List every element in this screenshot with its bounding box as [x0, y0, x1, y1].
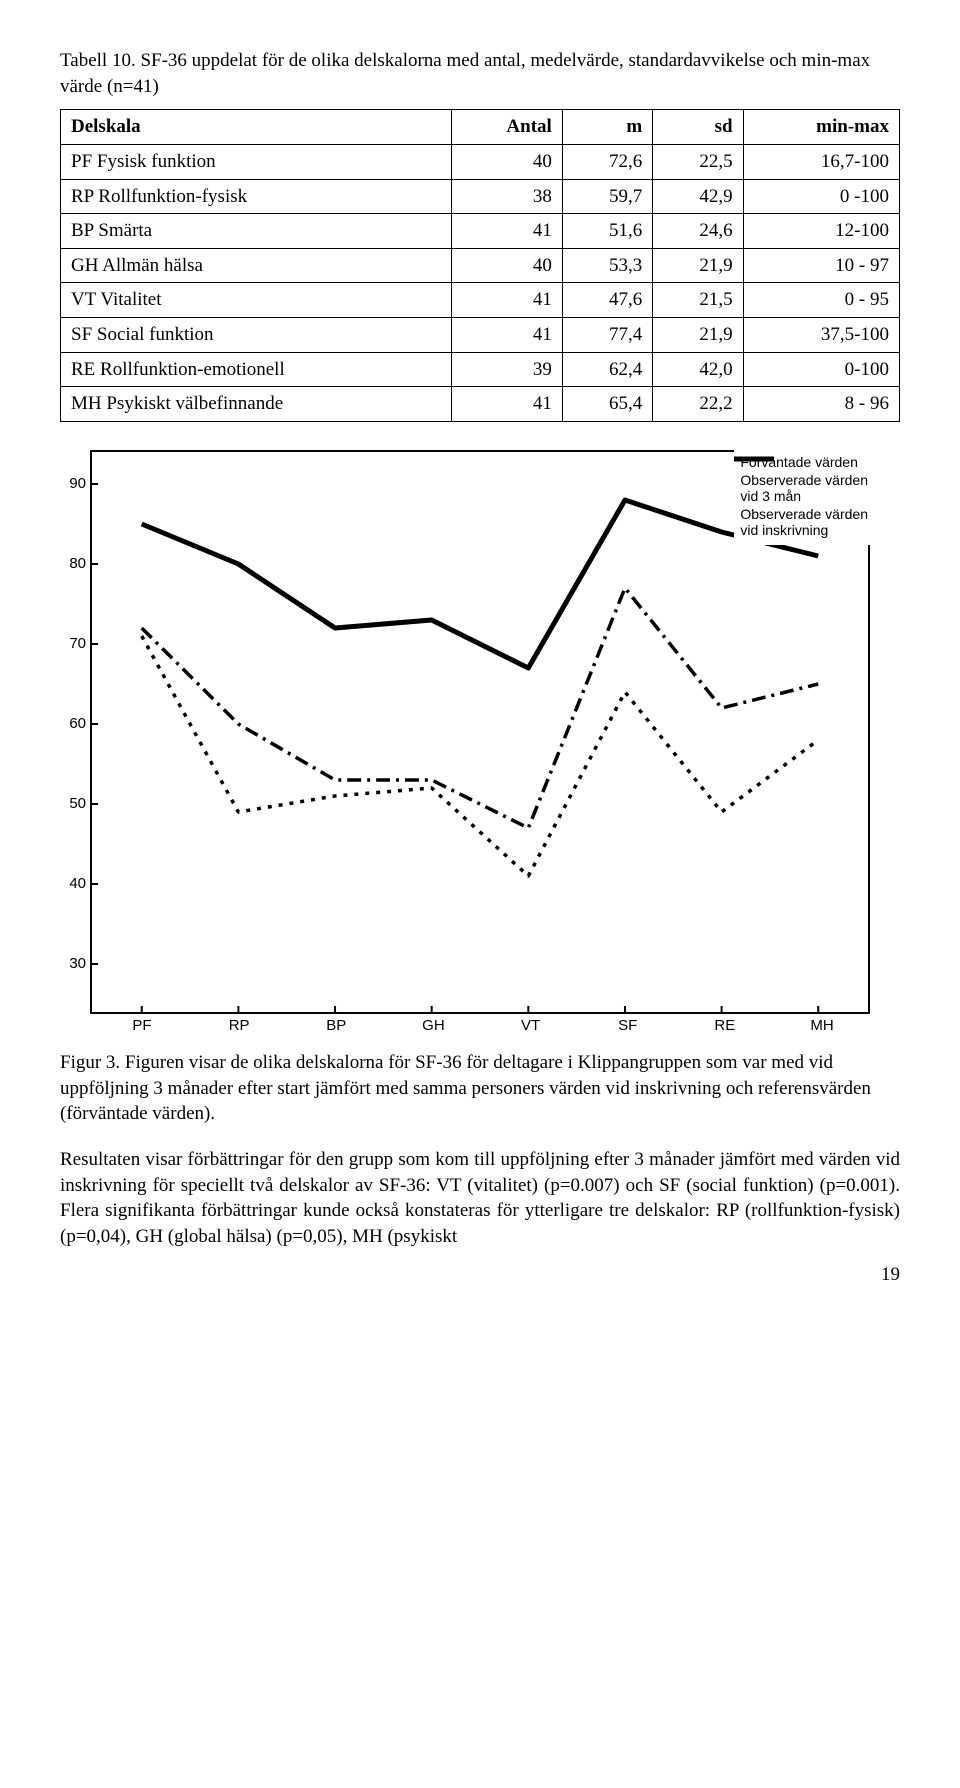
table-cell: 53,3 [562, 248, 652, 283]
y-tick-label: 70 [56, 634, 86, 654]
y-tick-label: 80 [56, 554, 86, 574]
table-cell: 40 [452, 144, 563, 179]
table-cell: 42,0 [653, 352, 743, 387]
x-tick-label: RP [229, 1016, 250, 1036]
chart-series-line [142, 500, 819, 668]
table-title: Tabell 10. SF-36 uppdelat för de olika d… [60, 48, 900, 99]
table-cell: 72,6 [562, 144, 652, 179]
chart-legend: Förväntade värdenObserverade värdenvid 3… [734, 450, 870, 544]
table-cell: 8 - 96 [743, 387, 899, 422]
table-row: MH Psykiskt välbefinnande4165,422,28 - 9… [61, 387, 900, 422]
table-cell: 41 [452, 318, 563, 353]
table-cell: 62,4 [562, 352, 652, 387]
body-paragraph: Resultaten visar förbättringar för den g… [60, 1147, 900, 1250]
table-row: VT Vitalitet4147,621,50 - 95 [61, 283, 900, 318]
x-tick-label: VT [521, 1016, 540, 1036]
table-cell: RP Rollfunktion-fysisk [61, 179, 452, 214]
chart-series-line [142, 588, 819, 828]
table-cell: 77,4 [562, 318, 652, 353]
col-antal: Antal [452, 110, 563, 145]
table-cell: 22,2 [653, 387, 743, 422]
table-cell: 40 [452, 248, 563, 283]
x-tick-label: MH [810, 1016, 833, 1036]
line-chart: Förväntade värdenObserverade värdenvid 3… [90, 450, 870, 1014]
table-cell: 65,4 [562, 387, 652, 422]
table-row: GH Allmän hälsa4053,321,910 - 97 [61, 248, 900, 283]
y-tick-label: 40 [56, 874, 86, 894]
legend-label: Observerade värdenvid 3 mån [740, 472, 868, 504]
table-row: PF Fysisk funktion4072,622,516,7-100 [61, 144, 900, 179]
table-cell: MH Psykiskt välbefinnande [61, 387, 452, 422]
table-cell: 16,7-100 [743, 144, 899, 179]
table-cell: 39 [452, 352, 563, 387]
x-tick-label: GH [422, 1016, 445, 1036]
table-cell: 41 [452, 214, 563, 249]
table-cell: RE Rollfunktion-emotionell [61, 352, 452, 387]
table-cell: SF Social funktion [61, 318, 452, 353]
legend-label: Observerade värdenvid inskrivning [740, 506, 868, 538]
table-cell: 59,7 [562, 179, 652, 214]
table-cell: 0 -100 [743, 179, 899, 214]
y-tick-label: 90 [56, 474, 86, 494]
col-m: m [562, 110, 652, 145]
col-minmax: min-max [743, 110, 899, 145]
table-cell: GH Allmän hälsa [61, 248, 452, 283]
table-cell: 21,9 [653, 248, 743, 283]
table-cell: 0 - 95 [743, 283, 899, 318]
table-cell: 38 [452, 179, 563, 214]
table-cell: 47,6 [562, 283, 652, 318]
table-cell: BP Smärta [61, 214, 452, 249]
table-cell: 51,6 [562, 214, 652, 249]
legend-item: Observerade värdenvid inskrivning [740, 506, 868, 538]
table-cell: 21,5 [653, 283, 743, 318]
table-cell: 24,6 [653, 214, 743, 249]
x-tick-label: BP [326, 1016, 346, 1036]
x-tick-label: RE [714, 1016, 735, 1036]
col-sd: sd [653, 110, 743, 145]
table-header-row: Delskala Antal m sd min-max [61, 110, 900, 145]
table-row: BP Smärta4151,624,612-100 [61, 214, 900, 249]
table-cell: VT Vitalitet [61, 283, 452, 318]
table-cell: 22,5 [653, 144, 743, 179]
table-row: RP Rollfunktion-fysisk3859,742,90 -100 [61, 179, 900, 214]
table-cell: 41 [452, 283, 563, 318]
y-tick-label: 60 [56, 714, 86, 734]
table-cell: 37,5-100 [743, 318, 899, 353]
table-row: SF Social funktion4177,421,937,5-100 [61, 318, 900, 353]
table-cell: 10 - 97 [743, 248, 899, 283]
col-delskala: Delskala [61, 110, 452, 145]
figure-caption: Figur 3. Figuren visar de olika delskalo… [60, 1050, 900, 1127]
table-cell: 41 [452, 387, 563, 422]
table-cell: 0-100 [743, 352, 899, 387]
page-number: 19 [60, 1262, 900, 1288]
chart-series-line [142, 636, 819, 876]
table-cell: 42,9 [653, 179, 743, 214]
y-tick-label: 50 [56, 794, 86, 814]
legend-item: Observerade värdenvid 3 mån [740, 472, 868, 504]
legend-swatch-icon [734, 452, 774, 466]
table-cell: PF Fysisk funktion [61, 144, 452, 179]
data-table: Delskala Antal m sd min-max PF Fysisk fu… [60, 109, 900, 422]
table-cell: 21,9 [653, 318, 743, 353]
x-tick-label: SF [618, 1016, 637, 1036]
y-tick-label: 30 [56, 954, 86, 974]
table-cell: 12-100 [743, 214, 899, 249]
x-tick-label: PF [132, 1016, 151, 1036]
table-row: RE Rollfunktion-emotionell3962,442,00-10… [61, 352, 900, 387]
